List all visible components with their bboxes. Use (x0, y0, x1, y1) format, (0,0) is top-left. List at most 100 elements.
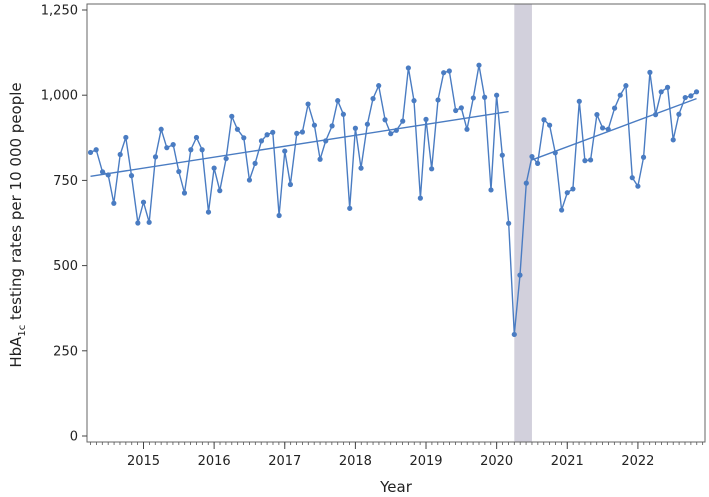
data-point (482, 94, 488, 100)
data-point (417, 195, 423, 201)
data-point (517, 272, 523, 278)
data-point (170, 142, 176, 148)
y-tick-label: 1,250 (41, 4, 78, 19)
y-tick-label: 250 (53, 344, 78, 359)
data-point (246, 177, 253, 183)
data-point (229, 113, 235, 119)
data-point (570, 186, 576, 192)
data-point (470, 95, 476, 101)
data-point (111, 200, 117, 206)
data-point (364, 121, 370, 127)
data-point (241, 135, 247, 141)
data-point (693, 89, 700, 95)
x-tick-label: 2015 (127, 454, 160, 469)
data-point (635, 183, 641, 189)
data-point (494, 92, 500, 98)
data-point (658, 89, 664, 95)
data-point (199, 147, 205, 153)
data-point (411, 98, 417, 104)
data-point (423, 116, 429, 122)
series-layer (87, 62, 700, 338)
data-point (629, 175, 635, 181)
data-point (647, 69, 653, 75)
data-point (294, 130, 300, 136)
data-point (99, 169, 106, 175)
x-tick-label: 2020 (480, 454, 513, 469)
data-point (382, 117, 388, 123)
data-point (576, 98, 582, 104)
data-point (370, 96, 376, 102)
data-point (352, 125, 358, 131)
plot-frame (86, 3, 706, 443)
data-point (128, 173, 135, 179)
data-point (670, 137, 676, 143)
data-point (664, 84, 671, 90)
data-point (405, 65, 411, 71)
data-point (599, 125, 606, 131)
data-point (317, 156, 323, 162)
data-point (464, 126, 470, 132)
data-point (541, 117, 547, 123)
data-point (117, 151, 123, 158)
data-point (523, 180, 529, 186)
data-point (87, 149, 94, 156)
data-point (446, 68, 452, 74)
data-point (594, 112, 600, 118)
data-point (676, 111, 682, 117)
data-point (135, 220, 141, 226)
data-point (511, 331, 517, 338)
data-point (347, 205, 353, 211)
data-point (158, 126, 164, 132)
data-point (123, 134, 129, 141)
data-point (193, 134, 200, 141)
x-tick-label: 2019 (409, 454, 442, 469)
data-point (164, 145, 170, 151)
data-point (93, 147, 99, 153)
data-point (617, 92, 623, 98)
data-point (140, 199, 147, 205)
data-point (393, 127, 399, 133)
data-point (552, 150, 558, 156)
data-point (611, 105, 618, 111)
data-point (234, 126, 241, 132)
data-point (146, 219, 152, 225)
data-point (488, 187, 494, 193)
data-point (564, 190, 570, 196)
y-tick-label: 500 (53, 259, 78, 274)
data-point (252, 160, 258, 166)
data-point (188, 147, 194, 153)
data-point (652, 112, 659, 118)
y-axis-title-rest: testing rates per 10 000 people (7, 82, 25, 324)
data-point (105, 172, 111, 178)
data-point (205, 209, 212, 215)
trend-line-1 (90, 110, 509, 178)
data-point (376, 83, 382, 89)
data-point (476, 62, 482, 68)
data-point (305, 101, 311, 107)
data-point (529, 153, 535, 160)
data-point (311, 122, 318, 128)
data-point (547, 122, 553, 128)
x-tick-label: 2022 (621, 454, 654, 469)
data-point (335, 98, 341, 104)
data-point (499, 152, 505, 158)
data-point (270, 129, 276, 135)
data-point (276, 212, 282, 219)
data-point (429, 166, 435, 172)
x-axis: 2015 2016 2017 2018 2019 2020 2021 2022 (90, 442, 704, 469)
trend-line-2 (531, 97, 697, 161)
x-tick-label: 2021 (551, 454, 584, 469)
data-point (582, 158, 588, 164)
x-tick-label: 2017 (268, 454, 301, 469)
data-point (299, 129, 306, 135)
y-axis-title-main: HbA (7, 336, 25, 368)
data-point (217, 188, 223, 194)
data-point (388, 131, 394, 137)
data-point (258, 138, 265, 144)
y-axis: 0 250 500 750 1,000 1,250 (41, 4, 87, 445)
data-point (152, 154, 159, 160)
data-point (400, 118, 406, 124)
data-point (453, 107, 459, 114)
y-axis-title-subscript: 1c (17, 325, 28, 337)
x-tick-label: 2016 (198, 454, 231, 469)
